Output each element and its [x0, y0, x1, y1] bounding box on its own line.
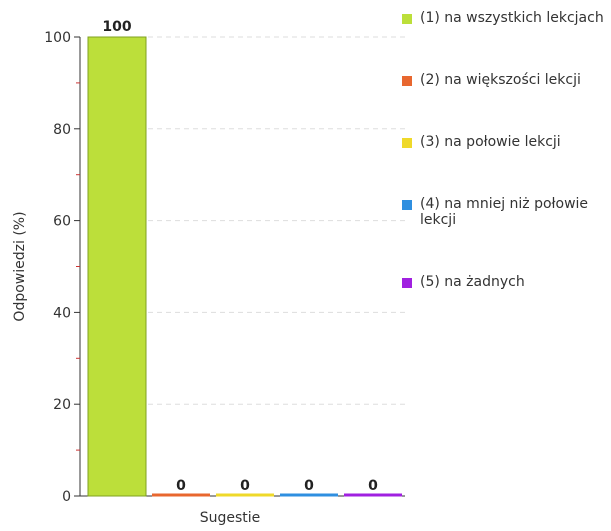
legend-label: (1) na wszystkich lekcjach: [420, 10, 604, 26]
legend-item: (3) na połowie lekcji: [402, 134, 608, 150]
y-tick-label: 20: [53, 397, 71, 413]
legend-label: (3) na połowie lekcji: [420, 134, 561, 150]
data-label: 0: [304, 478, 314, 494]
y-tick-label: 80: [53, 122, 71, 138]
legend-swatch: [402, 138, 412, 148]
y-tick-label: 40: [53, 305, 71, 321]
bar: [280, 493, 338, 497]
y-axis-title: Odpowiedzi (%): [12, 211, 28, 321]
legend-label: (4) na mniej niż połowie lekcji: [420, 196, 589, 228]
legend-item: (1) na wszystkich lekcjach: [402, 10, 608, 26]
data-label: 0: [176, 478, 186, 494]
legend-swatch: [402, 14, 412, 24]
x-axis-title: Sugestie: [200, 510, 261, 526]
legend-item: (2) na większości lekcji: [402, 72, 608, 88]
data-label: 0: [368, 478, 378, 494]
y-tick-label: 60: [53, 214, 71, 230]
chart-legend: (1) na wszystkich lekcjach (2) na większo…: [402, 10, 608, 290]
bar: [344, 493, 402, 497]
data-label: 0: [240, 478, 250, 494]
legend-label: (2) na większości lekcji: [420, 72, 581, 88]
bar: [152, 493, 210, 497]
bar: [216, 493, 274, 497]
bar: [87, 36, 147, 497]
legend-label: (5) na żadnych: [420, 274, 525, 290]
legend-swatch: [402, 200, 412, 210]
legend-swatch: [402, 278, 412, 288]
legend-item: (4) na mniej niż połowie lekcji: [402, 196, 608, 228]
y-tick-label: 0: [62, 489, 71, 505]
legend-swatch: [402, 76, 412, 86]
legend-item: (5) na żadnych: [402, 274, 608, 290]
y-tick-label: 100: [44, 30, 71, 46]
data-label: 100: [102, 19, 131, 35]
